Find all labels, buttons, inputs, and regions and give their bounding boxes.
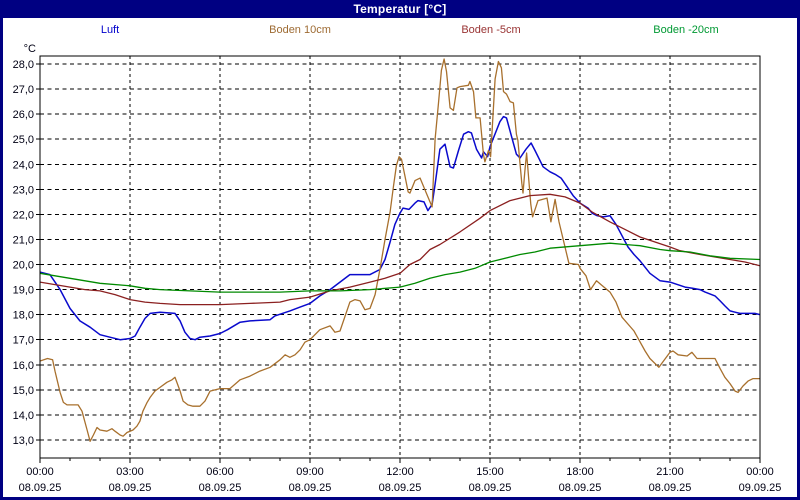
y-tick-label: 27,0 — [13, 84, 34, 96]
series-luft — [40, 115, 760, 341]
legend-item-boden10: Boden 10cm — [269, 24, 331, 36]
legend-item-boden5: Boden -5cm — [461, 24, 521, 36]
y-tick-label: 14,0 — [13, 410, 34, 422]
x-tick-date-label: 08.09.25 — [559, 482, 602, 494]
page-title: Temperatur [°C] — [353, 2, 447, 16]
y-tick-label: 17,0 — [13, 335, 34, 347]
y-tick-label: 18,0 — [13, 310, 34, 322]
y-axis-unit-label: °C — [24, 43, 36, 55]
plot-border — [39, 55, 761, 459]
x-tick-date-label: 08.09.25 — [649, 482, 692, 494]
y-tick-label: 16,0 — [13, 360, 34, 372]
legend-item-boden20: Boden -20cm — [653, 24, 719, 36]
y-tick-label: 19,0 — [13, 285, 34, 297]
y-tick-label: 28,0 — [13, 59, 34, 71]
series-boden10 — [40, 58, 760, 442]
legend-item-luft: Luft — [100, 24, 120, 36]
x-tick-date-label: 08.09.25 — [469, 482, 512, 494]
x-tick-date-label: 08.09.25 — [199, 482, 242, 494]
y-tick-label: 15,0 — [13, 385, 34, 397]
series-boden5 — [40, 193, 760, 306]
y-tick-label: 25,0 — [13, 134, 34, 146]
title-bar: Temperatur [°C] — [0, 0, 800, 18]
y-tick-label: 22,0 — [13, 209, 34, 221]
y-tick-label: 20,0 — [13, 260, 34, 272]
x-tick-time-label: 12:00 — [386, 466, 414, 478]
y-tick-label: 26,0 — [13, 109, 34, 121]
y-tick-label: 24,0 — [13, 159, 34, 171]
x-tick-date-label: 08.09.25 — [19, 482, 62, 494]
y-tick-label: 21,0 — [13, 234, 34, 246]
x-tick-date-label: 08.09.25 — [289, 482, 332, 494]
x-tick-time-label: 00:00 — [26, 466, 54, 478]
chart-panel: Luft Boden 10cm Boden -5cm Boden -20cm 2… — [3, 18, 797, 497]
series-boden20 — [40, 242, 760, 293]
x-tick-time-label: 06:00 — [206, 466, 234, 478]
x-tick-time-label: 03:00 — [116, 466, 144, 478]
x-tick-time-label: 09:00 — [296, 466, 324, 478]
x-tick-time-label: 15:00 — [476, 466, 504, 478]
y-tick-label: 13,0 — [13, 435, 34, 447]
x-tick-date-label: 08.09.25 — [109, 482, 152, 494]
x-tick-time-label: 00:00 — [746, 466, 774, 478]
x-tick-date-label: 09.09.25 — [739, 482, 782, 494]
temperature-chart: 28,0 27,0 26,0 25,0 24,0 23,0 22,0 21,0 20,0 19,0… — [13, 43, 782, 494]
y-tick-label: 23,0 — [13, 184, 34, 196]
x-tick-time-label: 21:00 — [656, 466, 684, 478]
x-tick-time-label: 18:00 — [566, 466, 594, 478]
x-tick-date-label: 08.09.25 — [379, 482, 422, 494]
